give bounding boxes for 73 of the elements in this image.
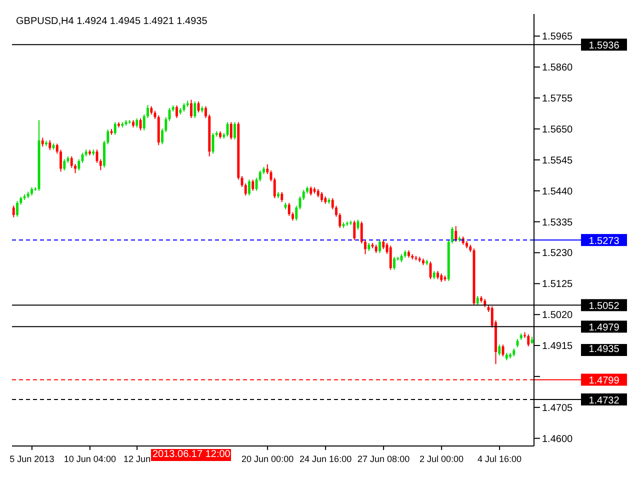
x-tick-label: 2 Jul 00:00 bbox=[420, 454, 464, 464]
candlestick bbox=[476, 296, 479, 306]
y-tick-label: 1.5650 bbox=[542, 124, 574, 136]
candlestick bbox=[114, 122, 116, 136]
y-tick-label: 1.5230 bbox=[542, 248, 574, 260]
x-tick-label: 24 Jun 16:00 bbox=[300, 454, 352, 464]
candlestick bbox=[302, 189, 305, 200]
candlestick bbox=[230, 122, 232, 140]
x-tick-label: 20 Jun 00:00 bbox=[242, 454, 294, 464]
x-tick-label: 27 Jun 08:00 bbox=[358, 454, 410, 464]
ref-line-label: 1.4799 bbox=[588, 376, 620, 387]
candlestick bbox=[378, 240, 381, 254]
candlestick bbox=[454, 226, 458, 242]
candlestick bbox=[280, 191, 284, 203]
candlestick bbox=[190, 99, 192, 119]
candlestick bbox=[142, 114, 146, 131]
y-tick-label: 1.5440 bbox=[542, 186, 574, 198]
ref-line-label: 1.5936 bbox=[588, 40, 620, 52]
candlestick bbox=[258, 170, 262, 182]
candlestick bbox=[389, 245, 392, 270]
x-tick-label: 5 Jun 2013 bbox=[10, 454, 54, 464]
y-tick-label: 1.5545 bbox=[542, 155, 574, 166]
chart-title: GBPUSD,H4 1.4924 1.4945 1.4921 1.4935 bbox=[16, 16, 208, 27]
candlestick bbox=[266, 164, 269, 175]
candlestick bbox=[331, 198, 334, 210]
y-tick-label: 1.5860 bbox=[542, 62, 574, 74]
candlestick bbox=[16, 200, 18, 218]
candlestick bbox=[194, 101, 196, 119]
candlestick bbox=[353, 220, 356, 241]
candlestick bbox=[382, 240, 385, 250]
candlestick bbox=[310, 186, 312, 196]
y-tick-label: 1.4600 bbox=[542, 434, 574, 445]
candlestick bbox=[498, 344, 501, 356]
candlestick bbox=[146, 104, 149, 119]
y-tick-label: 1.4705 bbox=[542, 402, 574, 414]
candlestick bbox=[527, 334, 530, 347]
y-tick-label: 1.5020 bbox=[542, 310, 574, 322]
candlestick bbox=[60, 149, 62, 172]
candlestick bbox=[244, 182, 247, 196]
y-tick-label: 1.5335 bbox=[542, 217, 574, 228]
candlestick bbox=[48, 140, 52, 151]
x-tick-label: 4 Jul 16:00 bbox=[478, 454, 522, 464]
candlestick bbox=[56, 143, 58, 154]
y-tick-label: 1.4915 bbox=[542, 341, 574, 352]
candlestick bbox=[288, 202, 290, 216]
text: 2013.06.17 12:00 bbox=[151, 449, 232, 461]
candlestick bbox=[12, 205, 15, 218]
candlestick bbox=[234, 122, 236, 140]
y-tick-label: 1.5125 bbox=[542, 279, 574, 290]
y-tick-label: 1.5965 bbox=[542, 32, 574, 43]
candlestick bbox=[99, 158, 102, 171]
candlestick bbox=[295, 205, 298, 222]
candlestick bbox=[248, 179, 250, 196]
candlestick bbox=[252, 179, 254, 192]
y-tick-label: 1.5755 bbox=[542, 94, 574, 105]
candlestick bbox=[393, 256, 396, 270]
candlestick bbox=[320, 191, 323, 203]
candlestick bbox=[273, 177, 276, 199]
ref-line-label: 1.5273 bbox=[588, 236, 620, 248]
candlestick bbox=[176, 104, 178, 119]
text: 1.4935 bbox=[581, 344, 627, 356]
candlestick bbox=[451, 226, 454, 244]
candlestick bbox=[360, 220, 363, 244]
x-tick-label: 12 Jun bbox=[124, 454, 151, 464]
ref-line-label: 1.4979 bbox=[588, 322, 620, 334]
candlestick bbox=[136, 118, 138, 128]
x-tick-label: 10 Jun 04:00 bbox=[64, 454, 116, 464]
candlestick bbox=[78, 158, 80, 171]
ref-line-label: 1.4732 bbox=[588, 395, 620, 406]
candlestick bbox=[70, 156, 73, 168]
candlestick bbox=[364, 240, 366, 255]
ref-line-label: 1.5052 bbox=[588, 301, 620, 312]
candlestick bbox=[63, 158, 66, 171]
